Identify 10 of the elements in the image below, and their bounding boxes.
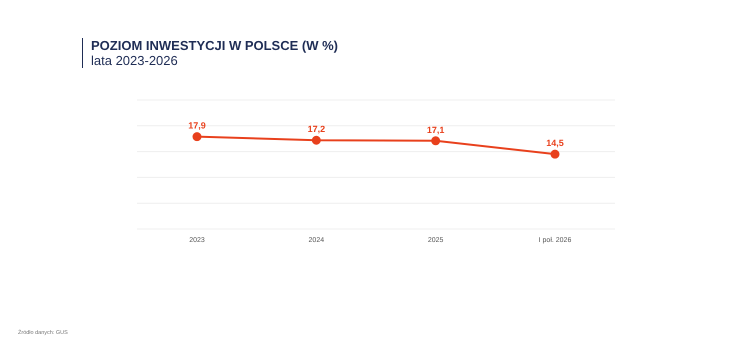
point [192, 132, 202, 142]
data-label: 14,5 [546, 138, 564, 148]
point [312, 136, 321, 145]
chart-subtitle: lata 2023-2026 [91, 53, 179, 68]
point [550, 150, 560, 159]
data-label: 17,2 [308, 124, 326, 134]
point [431, 136, 440, 146]
data-label: 17,1 [426, 124, 444, 135]
data-label: 17,9 [188, 120, 206, 131]
chart-title: POZIOM INWESTYCJI W POLSCE (W %) [91, 38, 338, 53]
